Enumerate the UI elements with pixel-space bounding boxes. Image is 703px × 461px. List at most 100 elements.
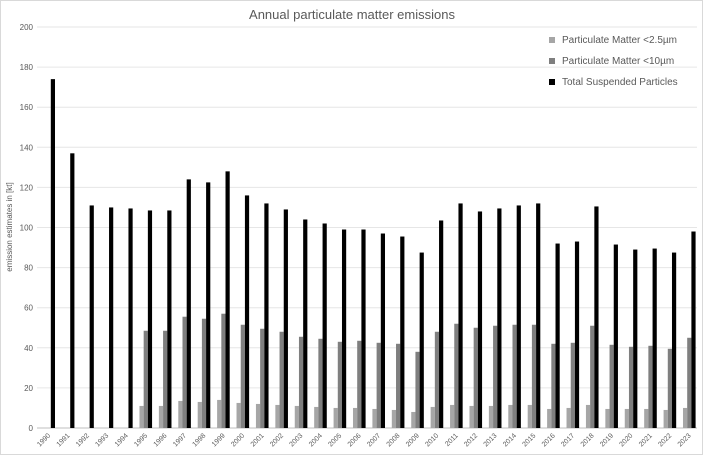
- bar-pm10: [551, 343, 556, 428]
- y-tick-label: 100: [20, 224, 34, 233]
- bar-pm10: [143, 330, 148, 428]
- x-tick-label: 2015: [521, 432, 537, 448]
- bar-pm10: [473, 327, 478, 428]
- bar-pm25: [605, 408, 610, 428]
- bar-pm25: [508, 404, 513, 428]
- legend-swatch: [549, 79, 555, 85]
- bar-tsp: [516, 205, 521, 428]
- x-tick-label: 1993: [94, 432, 110, 448]
- y-tick-label: 20: [24, 384, 33, 393]
- bar-tsp: [341, 229, 347, 428]
- bar-pm25: [566, 407, 571, 428]
- bar-pm25: [275, 404, 280, 428]
- bar-pm25: [411, 411, 416, 428]
- x-tick-label: 2001: [250, 432, 266, 448]
- x-tick-label: 2010: [424, 432, 440, 448]
- x-tick-label: 1992: [75, 432, 91, 448]
- bar-tsp: [225, 171, 230, 429]
- bar-tsp: [89, 205, 94, 428]
- bar-pm10: [201, 318, 207, 428]
- bar-pm10: [337, 341, 342, 428]
- bar-tsp: [400, 236, 405, 428]
- bar-pm25: [527, 404, 532, 428]
- y-tick-label: 120: [20, 183, 34, 192]
- legend-label: Particulate Matter <10µm: [562, 56, 674, 67]
- x-tick-label: 1996: [153, 432, 169, 448]
- bar-tsp: [109, 207, 114, 428]
- x-tick-label: 1991: [56, 432, 72, 448]
- legend: Particulate Matter <2.5µm Particulate Mat…: [549, 35, 678, 88]
- bar-pm25: [352, 407, 358, 428]
- bar-tsp: [283, 209, 288, 428]
- bar-tsp: [458, 203, 463, 428]
- x-axis-ticks: 1990 1991 1992 1993 1994 1995 1996 1997 1998 1999…: [36, 432, 693, 448]
- bar-pm10: [531, 324, 537, 428]
- bar-pm10: [628, 346, 634, 428]
- bar-pm10: [570, 342, 575, 428]
- bar-tsp: [497, 208, 502, 428]
- bar-pm25: [644, 408, 649, 428]
- x-tick-label: 1997: [172, 432, 188, 448]
- x-tick-label: 2022: [657, 432, 673, 448]
- bar-pm10: [687, 337, 692, 428]
- bar-pm25: [585, 404, 591, 428]
- bar-pm10: [512, 324, 517, 428]
- bar-tsp: [652, 248, 657, 428]
- bar-tsp: [244, 195, 250, 428]
- bar-tsp: [633, 249, 638, 428]
- bar-pm10: [279, 331, 284, 428]
- y-tick-label: 180: [20, 63, 34, 72]
- bar-pm25: [372, 408, 377, 428]
- bar-tsp: [439, 220, 444, 428]
- bar-pm25: [333, 407, 338, 428]
- bar-pm25: [314, 406, 319, 428]
- bar-tsp: [186, 179, 191, 428]
- x-tick-label: 2014: [502, 432, 518, 448]
- bar-tsp: [691, 231, 696, 428]
- bar-tsp: [574, 241, 580, 428]
- bar-tsp: [264, 203, 269, 428]
- x-tick-label: 2006: [347, 432, 363, 448]
- bar-pm25: [158, 405, 164, 428]
- y-tick-label: 200: [20, 23, 34, 32]
- bar-tsp: [206, 182, 211, 428]
- bar-tsp: [671, 252, 677, 428]
- bar-pm25: [469, 405, 474, 428]
- x-tick-label: 1990: [36, 432, 52, 448]
- bar-pm25: [488, 405, 494, 428]
- bar-pm25: [255, 403, 261, 428]
- bar-tsp: [128, 208, 133, 428]
- x-tick-label: 1995: [133, 432, 149, 448]
- x-tick-label: 1999: [211, 432, 227, 448]
- bar-tsp: [147, 210, 153, 428]
- y-tick-label: 60: [24, 304, 33, 313]
- bar-tsp: [322, 223, 327, 428]
- bar-tsp: [477, 211, 483, 428]
- legend-label: Total Suspended Particles: [562, 77, 678, 88]
- bar-pm10: [240, 324, 245, 428]
- x-tick-label: 2019: [599, 432, 615, 448]
- bar-pm10: [318, 338, 323, 428]
- x-tick-label: 2005: [327, 432, 343, 448]
- bar-pm10: [260, 328, 265, 428]
- bars: [50, 79, 696, 429]
- bar-tsp: [419, 252, 424, 428]
- bar-pm10: [163, 330, 168, 428]
- y-tick-label: 140: [20, 143, 34, 152]
- bar-tsp: [594, 206, 599, 428]
- x-tick-label: 2007: [366, 432, 382, 448]
- bar-pm25: [197, 401, 202, 428]
- bar-pm10: [609, 344, 614, 428]
- y-axis-label: emission estimates in [kt]: [5, 182, 14, 271]
- x-tick-label: 2020: [619, 432, 635, 448]
- x-tick-label: 2003: [289, 432, 305, 448]
- x-tick-label: 2011: [444, 432, 460, 448]
- bar-pm25: [663, 409, 668, 428]
- bar-pm25: [547, 408, 552, 428]
- bar-tsp: [303, 219, 308, 428]
- bar-pm25: [391, 409, 397, 428]
- bar-pm10: [454, 323, 459, 428]
- bar-pm10: [396, 343, 401, 428]
